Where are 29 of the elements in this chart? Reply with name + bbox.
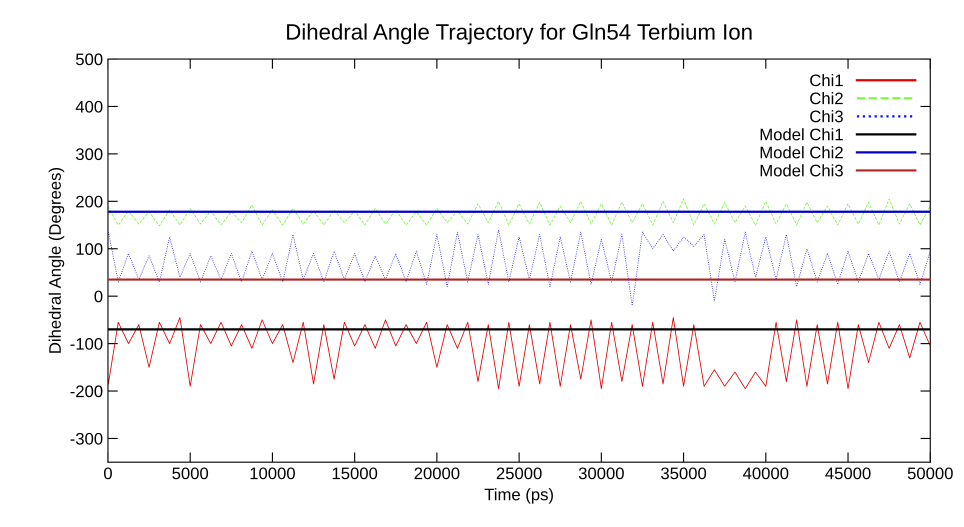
- y-tick-label: 100: [76, 243, 102, 255]
- x-tick-label: 20000: [414, 467, 460, 480]
- x-tick-label: 10000: [250, 467, 295, 480]
- legend-label: Chi3: [810, 110, 843, 122]
- y-tick-label: 500: [76, 53, 102, 66]
- chart-title: Dihedral Angle Trajectory for Gln54 Terbium Ion: [287, 23, 752, 44]
- y-axis-title: Dihedral Angle (Degrees): [48, 168, 64, 353]
- x-axis-title: Time (ps): [484, 488, 553, 504]
- x-tick-label: 25000: [496, 467, 542, 480]
- x-tick-label: 5000: [172, 467, 208, 480]
- y-tick-label: 0: [94, 290, 102, 302]
- x-tick-label: 15000: [332, 467, 378, 480]
- y-tick-label: 400: [76, 100, 102, 113]
- y-tick-label: -200: [70, 385, 102, 398]
- legend-label: Model Chi2: [760, 146, 843, 158]
- legend-label: Model Chi3: [760, 164, 843, 176]
- legend-label: Chi2: [810, 92, 843, 104]
- legend-label: Chi1: [810, 74, 843, 86]
- x-tick-label: 40000: [743, 467, 788, 480]
- y-tick-label: 200: [76, 196, 102, 208]
- x-tick-label: 35000: [661, 467, 706, 480]
- y-tick-label: -100: [70, 338, 102, 350]
- x-tick-label: 50000: [908, 467, 953, 480]
- x-tick-label: 30000: [578, 467, 624, 480]
- x-tick-label: 0: [104, 467, 112, 480]
- x-tick-label: 45000: [825, 467, 871, 480]
- y-tick-label: 300: [76, 148, 102, 160]
- legend-label: Model Chi1: [760, 128, 843, 140]
- y-tick-label: -300: [70, 432, 102, 445]
